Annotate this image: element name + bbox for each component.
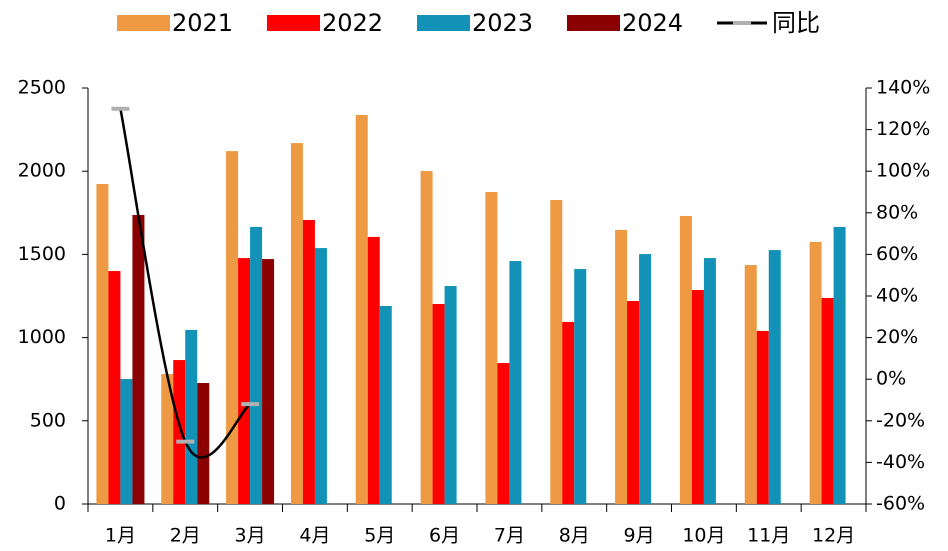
bar: [379, 305, 392, 504]
bar: [367, 236, 380, 505]
y2-tick-label: 100%: [876, 160, 930, 182]
y2-tick-label: 40%: [876, 285, 918, 307]
bar: [120, 379, 133, 504]
y-tick-label: 1500: [18, 243, 66, 265]
legend-swatch: [117, 15, 170, 31]
bar: [420, 171, 433, 504]
bar: [821, 297, 834, 504]
bar: [161, 374, 174, 504]
x-tick-label: 2月: [170, 525, 201, 547]
x-tick-label: 8月: [559, 525, 590, 547]
bar: [550, 199, 563, 505]
bar: [574, 269, 587, 504]
y2-tick-label: 140%: [876, 77, 930, 99]
y2-tick-label: 120%: [876, 118, 930, 140]
y-tick-label: 500: [30, 409, 66, 431]
bar: [497, 363, 510, 504]
bar: [768, 250, 781, 504]
bar: [615, 229, 628, 504]
bar: [756, 330, 769, 504]
legend-label: 2024: [622, 9, 683, 37]
bar: [250, 226, 263, 504]
legend-label: 同比: [772, 9, 820, 37]
y2-tick-label: 60%: [876, 243, 918, 265]
bar: [485, 192, 498, 504]
bar: [355, 114, 368, 505]
bar: [744, 265, 757, 504]
bar: [639, 254, 652, 504]
y2-tick-label: 20%: [876, 326, 918, 348]
legend-swatch: [567, 15, 620, 31]
bar: [444, 286, 457, 504]
bar: [226, 151, 239, 504]
x-tick-label: 11月: [747, 525, 790, 547]
bar: [185, 329, 198, 504]
bar: [691, 290, 704, 504]
bar: [703, 258, 716, 504]
bar: [96, 184, 109, 504]
y2-tick-label: 80%: [876, 201, 918, 223]
bar: [627, 300, 640, 504]
y2-tick-label: -20%: [876, 409, 925, 431]
x-tick-label: 10月: [682, 525, 725, 547]
bar: [679, 215, 692, 504]
bar: [562, 321, 575, 504]
line: [119, 108, 251, 459]
x-tick-label: 12月: [812, 525, 855, 547]
legend-swatch: [267, 15, 320, 31]
bar: [132, 214, 145, 504]
y-tick-label: 2500: [18, 77, 66, 99]
x-tick-label: 6月: [429, 525, 460, 547]
bar: [238, 258, 251, 504]
legend-label: 2023: [472, 9, 533, 37]
bar: [173, 360, 186, 504]
bar: [314, 248, 327, 504]
bar: [833, 226, 846, 504]
y2-tick-label: -40%: [876, 451, 925, 473]
x-tick-label: 5月: [364, 525, 395, 547]
bar: [509, 261, 522, 504]
bar: [197, 383, 210, 504]
x-tick-label: 1月: [105, 525, 136, 547]
legend-label: 2022: [322, 9, 383, 37]
y-tick-label: 2000: [18, 160, 66, 182]
y2-tick-label: -60%: [876, 493, 925, 515]
y2-tick-label: 0%: [876, 368, 906, 390]
bar: [432, 303, 445, 504]
bar: [290, 143, 303, 504]
y-tick-label: 1000: [18, 326, 66, 348]
legend-label: 2021: [172, 9, 233, 37]
x-tick-label: 9月: [624, 525, 655, 547]
bar: [302, 219, 315, 504]
x-tick-label: 3月: [235, 525, 266, 547]
bar: [809, 241, 822, 505]
x-tick-label: 7月: [494, 525, 525, 547]
x-tick-label: 4月: [299, 525, 330, 547]
bar: [262, 259, 275, 504]
bar: [108, 271, 121, 504]
legend-swatch: [417, 15, 470, 31]
y-tick-label: 0: [54, 493, 66, 515]
